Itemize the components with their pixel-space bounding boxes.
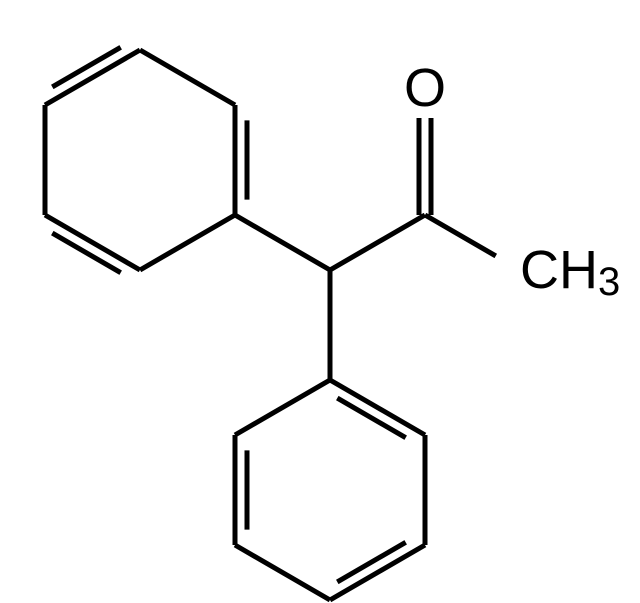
labels-layer: O CH3 <box>404 58 620 304</box>
bonds-layer <box>45 47 496 600</box>
molecule-diagram: O CH3 <box>0 0 640 603</box>
atom-label: O <box>404 58 446 118</box>
atom-label: CH3 <box>520 240 620 304</box>
